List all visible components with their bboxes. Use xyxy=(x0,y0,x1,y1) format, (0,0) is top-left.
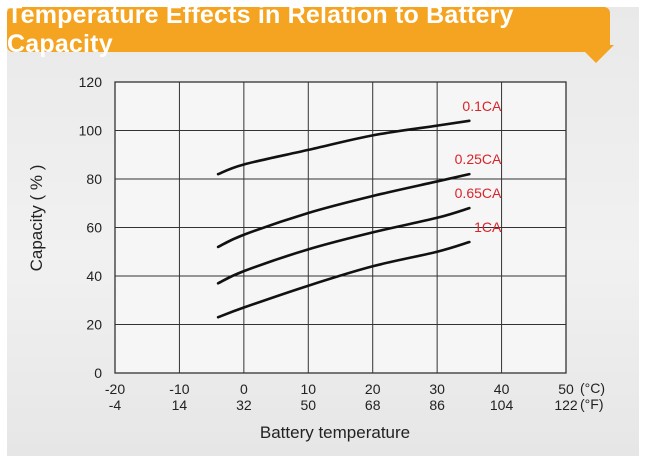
tick-labels: 020406080100120-20-4-1014032105020683086… xyxy=(79,74,578,413)
series-label-0: 0.1CA xyxy=(462,98,502,114)
x-tick-label-fahrenheit: 32 xyxy=(236,397,252,413)
banner-tail xyxy=(578,45,614,63)
y-tick-label: 60 xyxy=(86,220,102,236)
series-label-3: 1CA xyxy=(474,219,502,235)
x-tick-label-fahrenheit: -4 xyxy=(109,397,122,413)
series-line-0 xyxy=(216,119,471,176)
chart-title: Temperature Effects in Relation to Batte… xyxy=(7,0,514,58)
x-tick-label-fahrenheit: 14 xyxy=(172,397,188,413)
x-unit-fahrenheit: (°F) xyxy=(580,396,603,412)
series-line-3 xyxy=(216,240,471,319)
y-axis-title: Capacity ( % ) xyxy=(27,165,46,272)
chart-title-banner: Temperature Effects in Relation to Batte… xyxy=(7,1,610,58)
x-tick-label-celsius: 50 xyxy=(558,381,574,397)
y-tick-label: 80 xyxy=(86,171,102,187)
x-tick-label-celsius: -10 xyxy=(169,381,189,397)
x-tick-label-celsius: 10 xyxy=(300,381,316,397)
y-tick-label: 100 xyxy=(79,123,103,139)
x-tick-label-fahrenheit: 104 xyxy=(490,397,514,413)
x-tick-label-fahrenheit: 86 xyxy=(429,397,445,413)
x-tick-label-celsius: 20 xyxy=(365,381,381,397)
x-tick-label-fahrenheit: 122 xyxy=(554,397,578,413)
x-tick-label-celsius: 0 xyxy=(240,381,248,397)
x-axis-title: Battery temperature xyxy=(260,423,410,442)
series-label-2: 0.65CA xyxy=(455,185,502,201)
series-label-1: 0.25CA xyxy=(455,151,502,167)
x-tick-label-fahrenheit: 50 xyxy=(300,397,316,413)
grid xyxy=(114,81,567,374)
y-tick-label: 40 xyxy=(86,268,102,284)
series-line-2 xyxy=(216,206,471,285)
y-tick-label: 120 xyxy=(79,74,103,90)
y-tick-label: 20 xyxy=(86,317,102,333)
series-labels: 0.1CA 0.25CA 0.65CA 1CA xyxy=(455,98,502,235)
series-lines xyxy=(216,119,471,319)
x-tick-label-celsius: 30 xyxy=(429,381,445,397)
y-tick-label: 0 xyxy=(94,365,102,381)
x-tick-label-fahrenheit: 68 xyxy=(365,397,381,413)
series-line-1 xyxy=(216,172,471,249)
x-tick-label-celsius: 40 xyxy=(494,381,510,397)
x-tick-label-celsius: -20 xyxy=(105,381,125,397)
x-unit-celsius: (°C) xyxy=(580,380,605,396)
